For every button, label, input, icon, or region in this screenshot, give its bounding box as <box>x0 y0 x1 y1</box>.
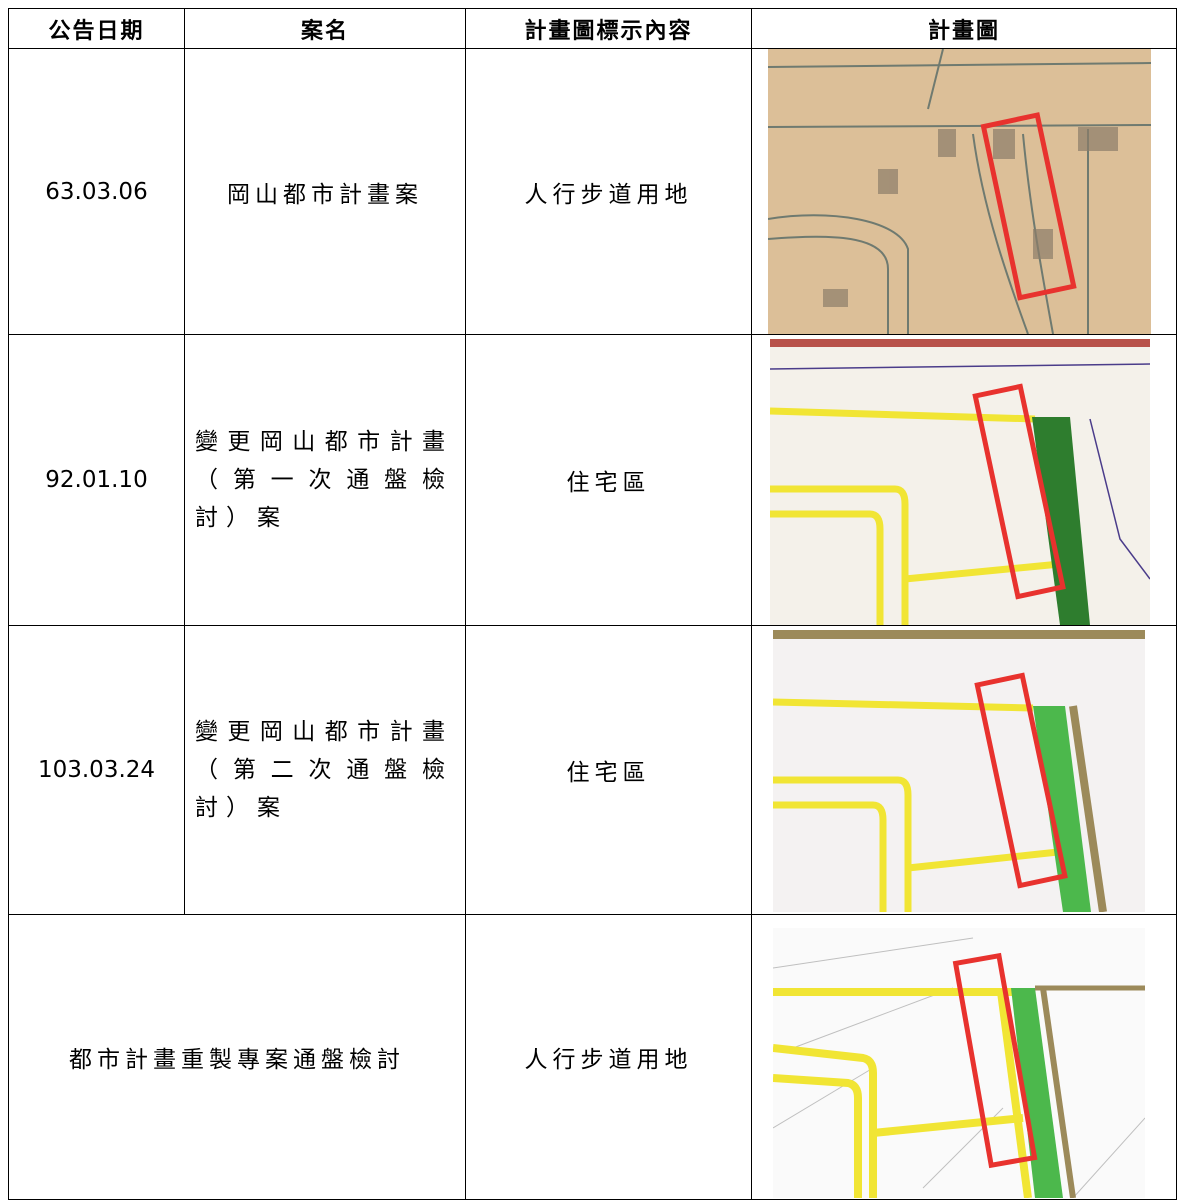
content-cell: 人行步道用地 <box>465 914 752 1200</box>
header-cell: 計畫圖標示內容 <box>465 8 752 49</box>
header-cell: 公告日期 <box>8 8 185 49</box>
content-cell: 人行步道用地 <box>465 48 752 335</box>
plan-map <box>768 49 1151 334</box>
map-cell <box>751 914 1177 1200</box>
date-cell: 103.03.24 <box>8 625 185 915</box>
case-name: 變更岡山都市計畫（第二次通盤檢討）案 <box>195 719 453 821</box>
date-cell: 63.03.06 <box>8 48 185 335</box>
content-cell: 住宅區 <box>465 625 752 915</box>
content-cell: 住宅區 <box>465 334 752 626</box>
date-cell: 92.01.10 <box>8 334 185 626</box>
plan-map <box>773 630 1145 912</box>
case-name-cell: 變更岡山都市計畫（第一次通盤檢討）案 <box>184 334 466 626</box>
case-name-cell: 變更岡山都市計畫（第二次通盤檢討）案 <box>184 625 466 915</box>
plan-map <box>770 339 1150 625</box>
header-cell: 案名 <box>184 8 466 49</box>
case-name-cell: 都市計畫重製專案通盤檢討 <box>8 914 466 1200</box>
case-name: 變更岡山都市計畫（第一次通盤檢討）案 <box>195 429 453 531</box>
header-cell: 計畫圖 <box>751 8 1177 49</box>
plan-map <box>773 928 1145 1198</box>
case-name-cell: 岡山都市計畫案 <box>184 48 466 335</box>
